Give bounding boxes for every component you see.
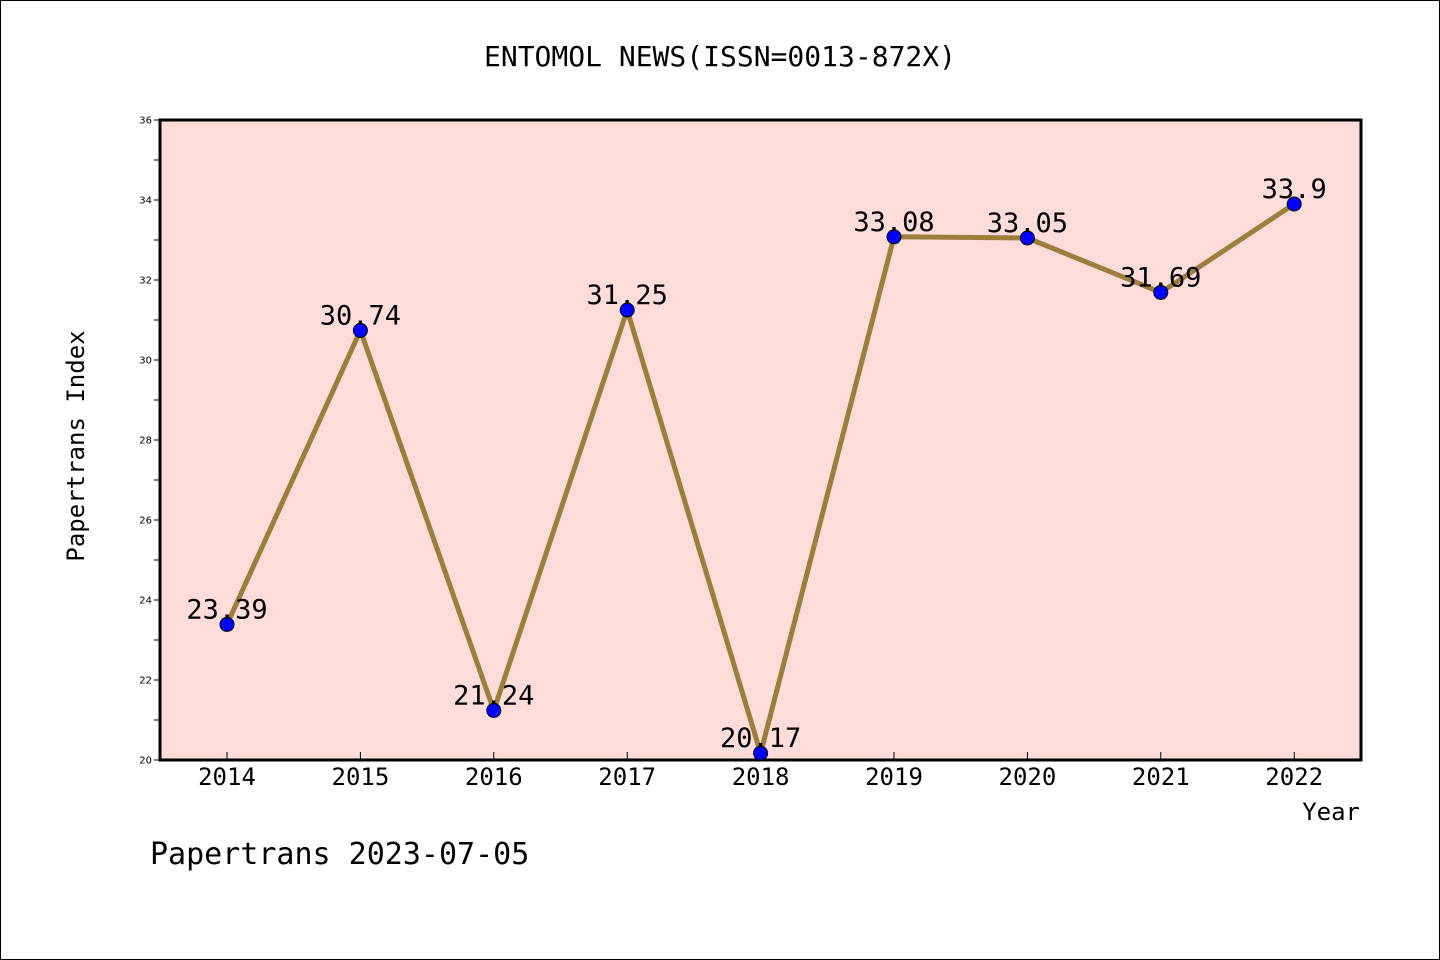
chart-title: ENTOMOL NEWS(ISSN=0013-872X)	[484, 40, 956, 73]
y-tick-label: 32	[139, 276, 152, 287]
data-point	[886, 229, 902, 245]
data-label: 33.08	[853, 207, 934, 238]
data-label: 20.17	[720, 723, 801, 754]
data-label: 23.39	[186, 594, 267, 625]
data-label: 31.25	[587, 280, 668, 311]
y-tick-label: 20	[139, 756, 152, 767]
plot-area	[158, 118, 1363, 762]
data-point	[1153, 284, 1169, 300]
data-label: 33.9	[1262, 174, 1327, 205]
data-point	[619, 302, 635, 318]
y-tick-label: 28	[139, 436, 152, 447]
x-tick-label: 2018	[732, 763, 790, 791]
data-label: 30.74	[320, 300, 401, 331]
data-label: 21.24	[453, 680, 534, 711]
data-point	[1019, 230, 1035, 246]
y-tick-label: 30	[139, 356, 152, 367]
y-axis: 20 22 24 26 28 30 32 34 36	[139, 116, 160, 767]
data-label: 33.05	[987, 208, 1068, 239]
footer-text: Papertrans 2023-07-05	[150, 837, 529, 872]
y-tick-label: 22	[139, 676, 152, 687]
x-tick-label: 2017	[598, 763, 656, 791]
series-markers	[219, 196, 1302, 761]
data-labels: 23.39 30.74 21.24 31.25 20.17 33.08 33.05 31.69…	[186, 174, 1326, 754]
data-point	[753, 745, 769, 761]
x-axis-label: Year	[1302, 798, 1360, 826]
data-point	[219, 616, 235, 632]
data-point	[486, 702, 502, 718]
y-tick-label: 34	[139, 196, 152, 207]
x-tick-label: 2014	[198, 763, 256, 791]
x-tick-label: 2015	[332, 763, 390, 791]
x-tick-label: 2016	[465, 763, 523, 791]
x-tick-label: 2020	[999, 763, 1057, 791]
y-tick-label: 24	[139, 596, 152, 607]
x-tick-label: 2021	[1132, 763, 1190, 791]
data-label: 31.69	[1120, 262, 1201, 293]
x-tick-label: 2019	[865, 763, 923, 791]
data-point	[352, 322, 368, 338]
y-tick-label: 36	[139, 116, 152, 127]
x-axis: 2014 2015 2016 2017 2018 2019 2020 2021 2022	[198, 752, 1323, 791]
data-point	[1286, 196, 1302, 212]
y-axis-label: Papertrans Index	[62, 330, 90, 561]
x-tick-label: 2022	[1265, 763, 1323, 791]
y-tick-label: 26	[139, 516, 152, 527]
